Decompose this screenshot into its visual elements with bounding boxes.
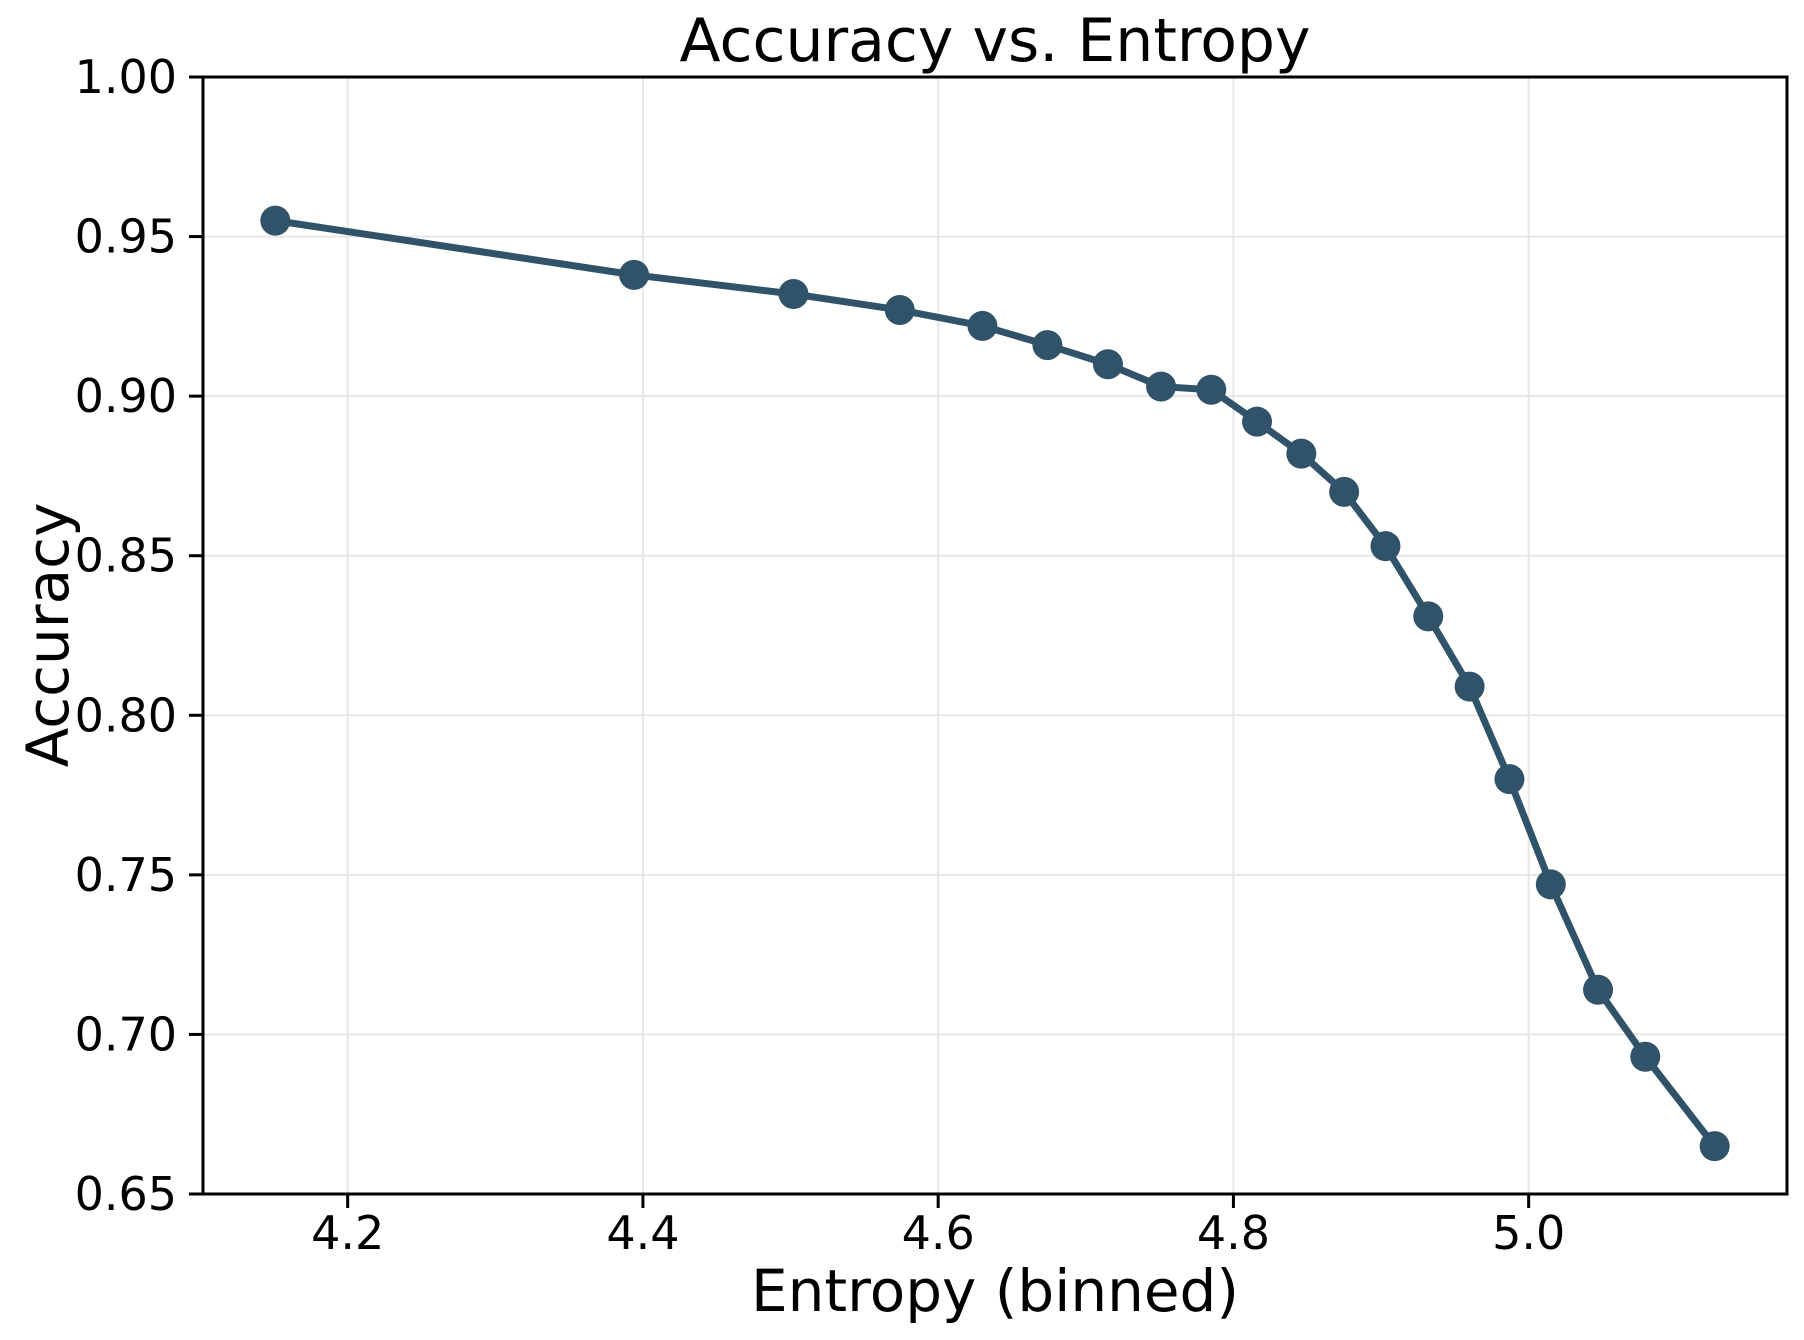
data-point: [619, 259, 650, 290]
y-tick-label: 1.00: [75, 50, 177, 104]
y-axis-label: Accuracy: [14, 502, 82, 768]
data-point: [1146, 371, 1177, 402]
x-tick-label: 4.6: [902, 1206, 975, 1260]
y-tick-label: 0.80: [75, 688, 177, 742]
data-point: [1196, 374, 1227, 405]
data-point: [1630, 1041, 1661, 1072]
data-point: [1286, 438, 1317, 469]
data-point: [1535, 869, 1566, 900]
y-tick-label: 0.70: [75, 1007, 177, 1061]
data-point: [1583, 974, 1614, 1005]
data-point: [1413, 601, 1444, 632]
data-point: [1454, 671, 1485, 702]
data-line: [271, 217, 1719, 1150]
data-point: [884, 294, 915, 325]
data-point: [967, 310, 998, 341]
y-tick-label: 0.85: [75, 529, 177, 583]
y-tick-label: 0.75: [75, 848, 177, 902]
x-axis-label: Entropy (binned): [751, 1257, 1239, 1325]
plot-border: [201, 75, 1789, 1196]
data-point: [1329, 476, 1360, 507]
data-point: [260, 205, 291, 236]
data-point: [1370, 531, 1401, 562]
y-tick-label: 0.90: [75, 369, 177, 423]
data-point: [1092, 349, 1123, 380]
chart-title: Accuracy vs. Entropy: [679, 6, 1311, 76]
x-tick-label: 4.4: [606, 1206, 679, 1260]
x-tick-label: 5.0: [1492, 1206, 1565, 1260]
data-point: [1032, 330, 1063, 361]
data-point: [778, 279, 809, 310]
data-point: [1494, 764, 1525, 795]
x-tick-label: 4.2: [311, 1206, 384, 1260]
y-tick-label: 0.95: [75, 210, 177, 264]
x-tick-label: 4.8: [1197, 1206, 1270, 1260]
y-tick-label: 0.65: [75, 1167, 177, 1221]
data-point: [1699, 1131, 1730, 1162]
data-point: [1242, 406, 1273, 437]
